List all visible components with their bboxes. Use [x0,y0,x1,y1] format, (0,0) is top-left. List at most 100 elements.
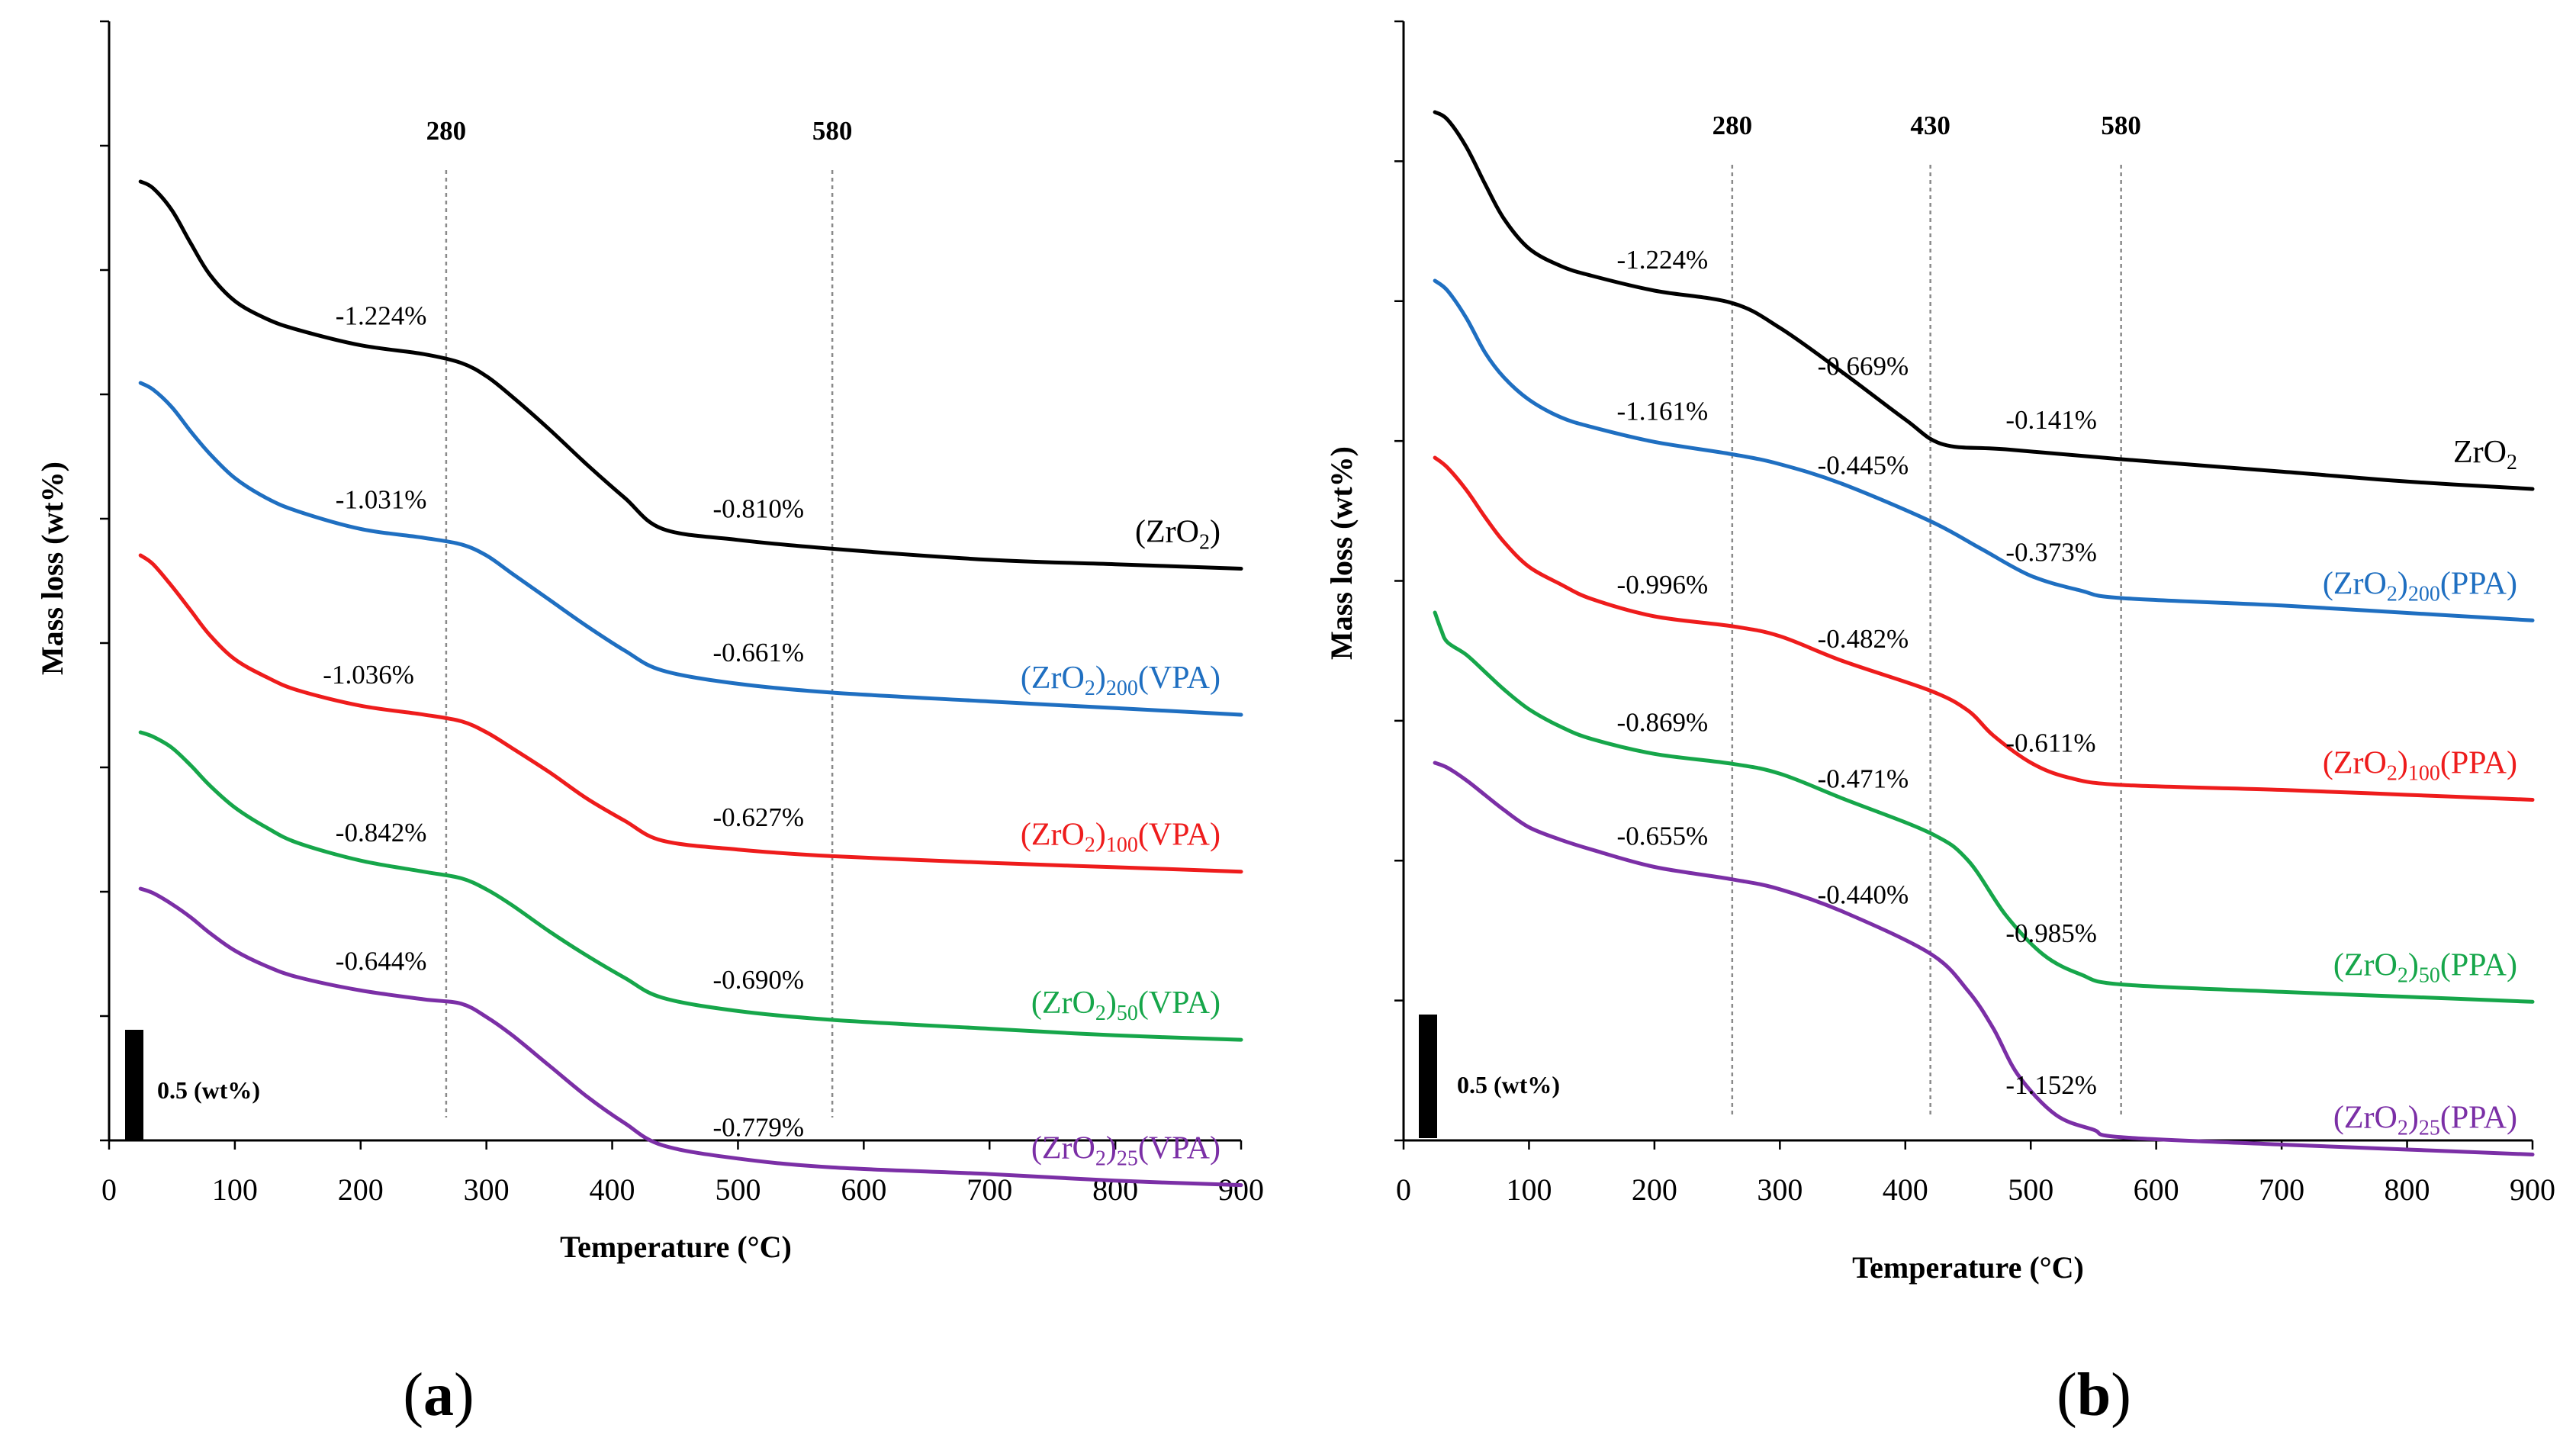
series-name-text: (VPA) [1138,818,1220,853]
panel-a-x-axis-title: Temperature (°C) [560,1230,792,1264]
panel-b-series-1-label-0: -1.161% [1617,396,1709,426]
panel-a-series-0-name: (ZrO2) [1135,515,1220,555]
panel-a-label: (a) [403,1362,474,1429]
series-name-subscript: 200 [1106,677,1138,700]
panel-b-x-tick-label: 400 [1883,1172,1928,1207]
series-name-subscript: 2 [1095,1002,1106,1025]
panel-b-marker-280-label: 280 [1713,111,1753,140]
panel-b-series-4-label-1: -0.440% [1818,880,1909,910]
panel-b-series-0-label-2: -0.141% [2005,405,2097,435]
series-name-subscript: 2 [1095,1147,1106,1171]
panel-b-series-1-label-1: -0.445% [1818,450,1909,480]
panel-a-series-3-line [138,730,1243,1042]
panel-b-series-0-label-0: -1.224% [1617,245,1709,275]
series-name-subscript: 50 [2419,963,2440,987]
series-name-subscript: 2 [2387,582,2398,606]
panel-a-x-tick-label: 0 [101,1172,117,1207]
panel-a-x-tick-label: 200 [338,1172,384,1207]
series-name-text: (VPA) [1138,661,1220,696]
series-name-text: (ZrO [1135,515,1199,550]
panel-a-series-3-name: (ZrO2)50(VPA) [1031,986,1220,1025]
panel-a-y-axis-title: Mass loss (wt%) [35,462,69,675]
panel-b-x-axis-title: Temperature (°C) [1852,1250,2084,1285]
panel-a-marker-580-label: 580 [812,116,853,146]
series-name-subscript: 2 [1085,834,1095,857]
series-name-subscript: 2 [1085,677,1095,700]
series-name-text: (PPA) [2440,746,2517,781]
series-name-text: (VPA) [1138,1131,1220,1166]
panel-a-x-tick-label: 700 [966,1172,1012,1207]
series-name-subscript: 2 [2507,451,2517,474]
panel-b-label: (b) [2057,1362,2131,1429]
series-name-text: (ZrO [1021,818,1085,853]
panel-b-series-2-label-1: -0.482% [1818,624,1909,654]
panel-a-x-tick-label: 900 [1218,1172,1264,1207]
panel-a-series-4-name: (ZrO2)25(VPA) [1031,1131,1220,1171]
panel-a-series-1-line [138,381,1243,717]
panel-a-series-1-name: (ZrO2)200(VPA) [1021,661,1220,700]
series-name-text: (PPA) [2440,566,2517,601]
series-name-text: ) [2398,746,2408,781]
panel-a-x-tick-label: 400 [590,1172,635,1207]
series-name-text: ) [2408,947,2419,982]
panel-a-series-0-label-1: -0.810% [712,494,804,523]
panel-a-series-1-label-0: -1.031% [336,484,427,514]
series-name-text: ) [1095,818,1106,853]
panel-a-scale-bar-label: 0.5 (wt%) [157,1076,260,1104]
panel-a-series-3-label-1: -0.690% [712,965,804,995]
panel-a-series-2-name: (ZrO2)100(VPA) [1021,818,1220,857]
panel-b-x-tick-label: 0 [1396,1172,1411,1207]
panel-b-x-tick-label: 200 [1632,1172,1677,1207]
series-name-subscript: 2 [2387,762,2398,786]
panel-a-series-2-label-0: -1.036% [323,660,414,690]
series-name-subscript: 200 [2408,582,2440,606]
panel-a: Mass loss (wt%) Temperature (°C) 0.5 (wt… [35,20,1264,1429]
series-name-subscript: 2 [1199,531,1210,555]
panel-b-series-1-label-2: -0.373% [2005,537,2097,567]
series-name-text: (ZrO [2333,947,2398,982]
panel-b-series-0-label-1: -0.669% [1818,351,1909,381]
series-name-text: (VPA) [1138,986,1220,1021]
panel-a-scale-bar [125,1030,143,1140]
panel-b-series-3-label-0: -0.869% [1617,707,1709,737]
series-name-text: ) [1210,515,1220,550]
series-name-subscript: 25 [2419,1117,2440,1140]
series-name-text: (ZrO [2323,746,2387,781]
series-name-subscript: 2 [2398,963,2408,987]
panel-b-x-tick-label: 600 [2134,1172,2179,1207]
panel-a-x-tick-label: 300 [464,1172,510,1207]
series-name-text: (ZrO [1031,1131,1095,1166]
panel-b-series-2-label-0: -0.996% [1617,570,1709,600]
panel-b-series-3-label-1: -0.471% [1818,764,1909,793]
series-name-text: (ZrO [1021,661,1085,696]
series-name-subscript: 25 [1117,1147,1138,1171]
panel-b-scale-bar [1419,1015,1437,1138]
panel-b-series-3-line [1433,610,2535,1004]
panel-b-x-tick-label: 500 [2008,1172,2053,1207]
series-name-text: ) [1095,661,1106,696]
panel-b-series-3-name: (ZrO2)50(PPA) [2333,947,2517,987]
series-name-subscript: 50 [1117,1002,1138,1025]
panel-b-series-3-label-2: -0.985% [2005,918,2097,948]
series-name-text: ZrO [2453,435,2507,470]
series-name-text: (PPA) [2440,947,2517,982]
panel-b-scale-bar-label: 0.5 (wt%) [1457,1071,1560,1098]
panel-b-series-0-line [1433,110,2535,491]
panel-b-marker-430-label: 430 [1910,111,1950,140]
panel-b-x-tick-label: 300 [1757,1172,1803,1207]
panel-a-series-0-label-0: -1.224% [336,301,427,331]
panel-b-series-2-line [1433,455,2535,802]
panel-a-series-4-label-1: -0.779% [712,1112,804,1142]
panel-b-series-4-label-0: -0.655% [1617,822,1709,851]
panel-b-series-2-label-2: -0.611% [2005,728,2095,757]
series-name-text: (ZrO [2323,566,2387,601]
panel-b-x-tick-label: 700 [2259,1172,2304,1207]
series-name-subscript: 100 [2408,762,2440,786]
panel-b-x-tick-label: 900 [2510,1172,2555,1207]
panel-a-series-2-label-1: -0.627% [712,802,804,832]
panel-a-series-3-label-0: -0.842% [336,818,427,847]
panel-a-x-tick-label: 100 [212,1172,258,1207]
series-name-text: (PPA) [2440,1101,2517,1136]
panel-a-series-4-label-0: -0.644% [336,946,427,976]
